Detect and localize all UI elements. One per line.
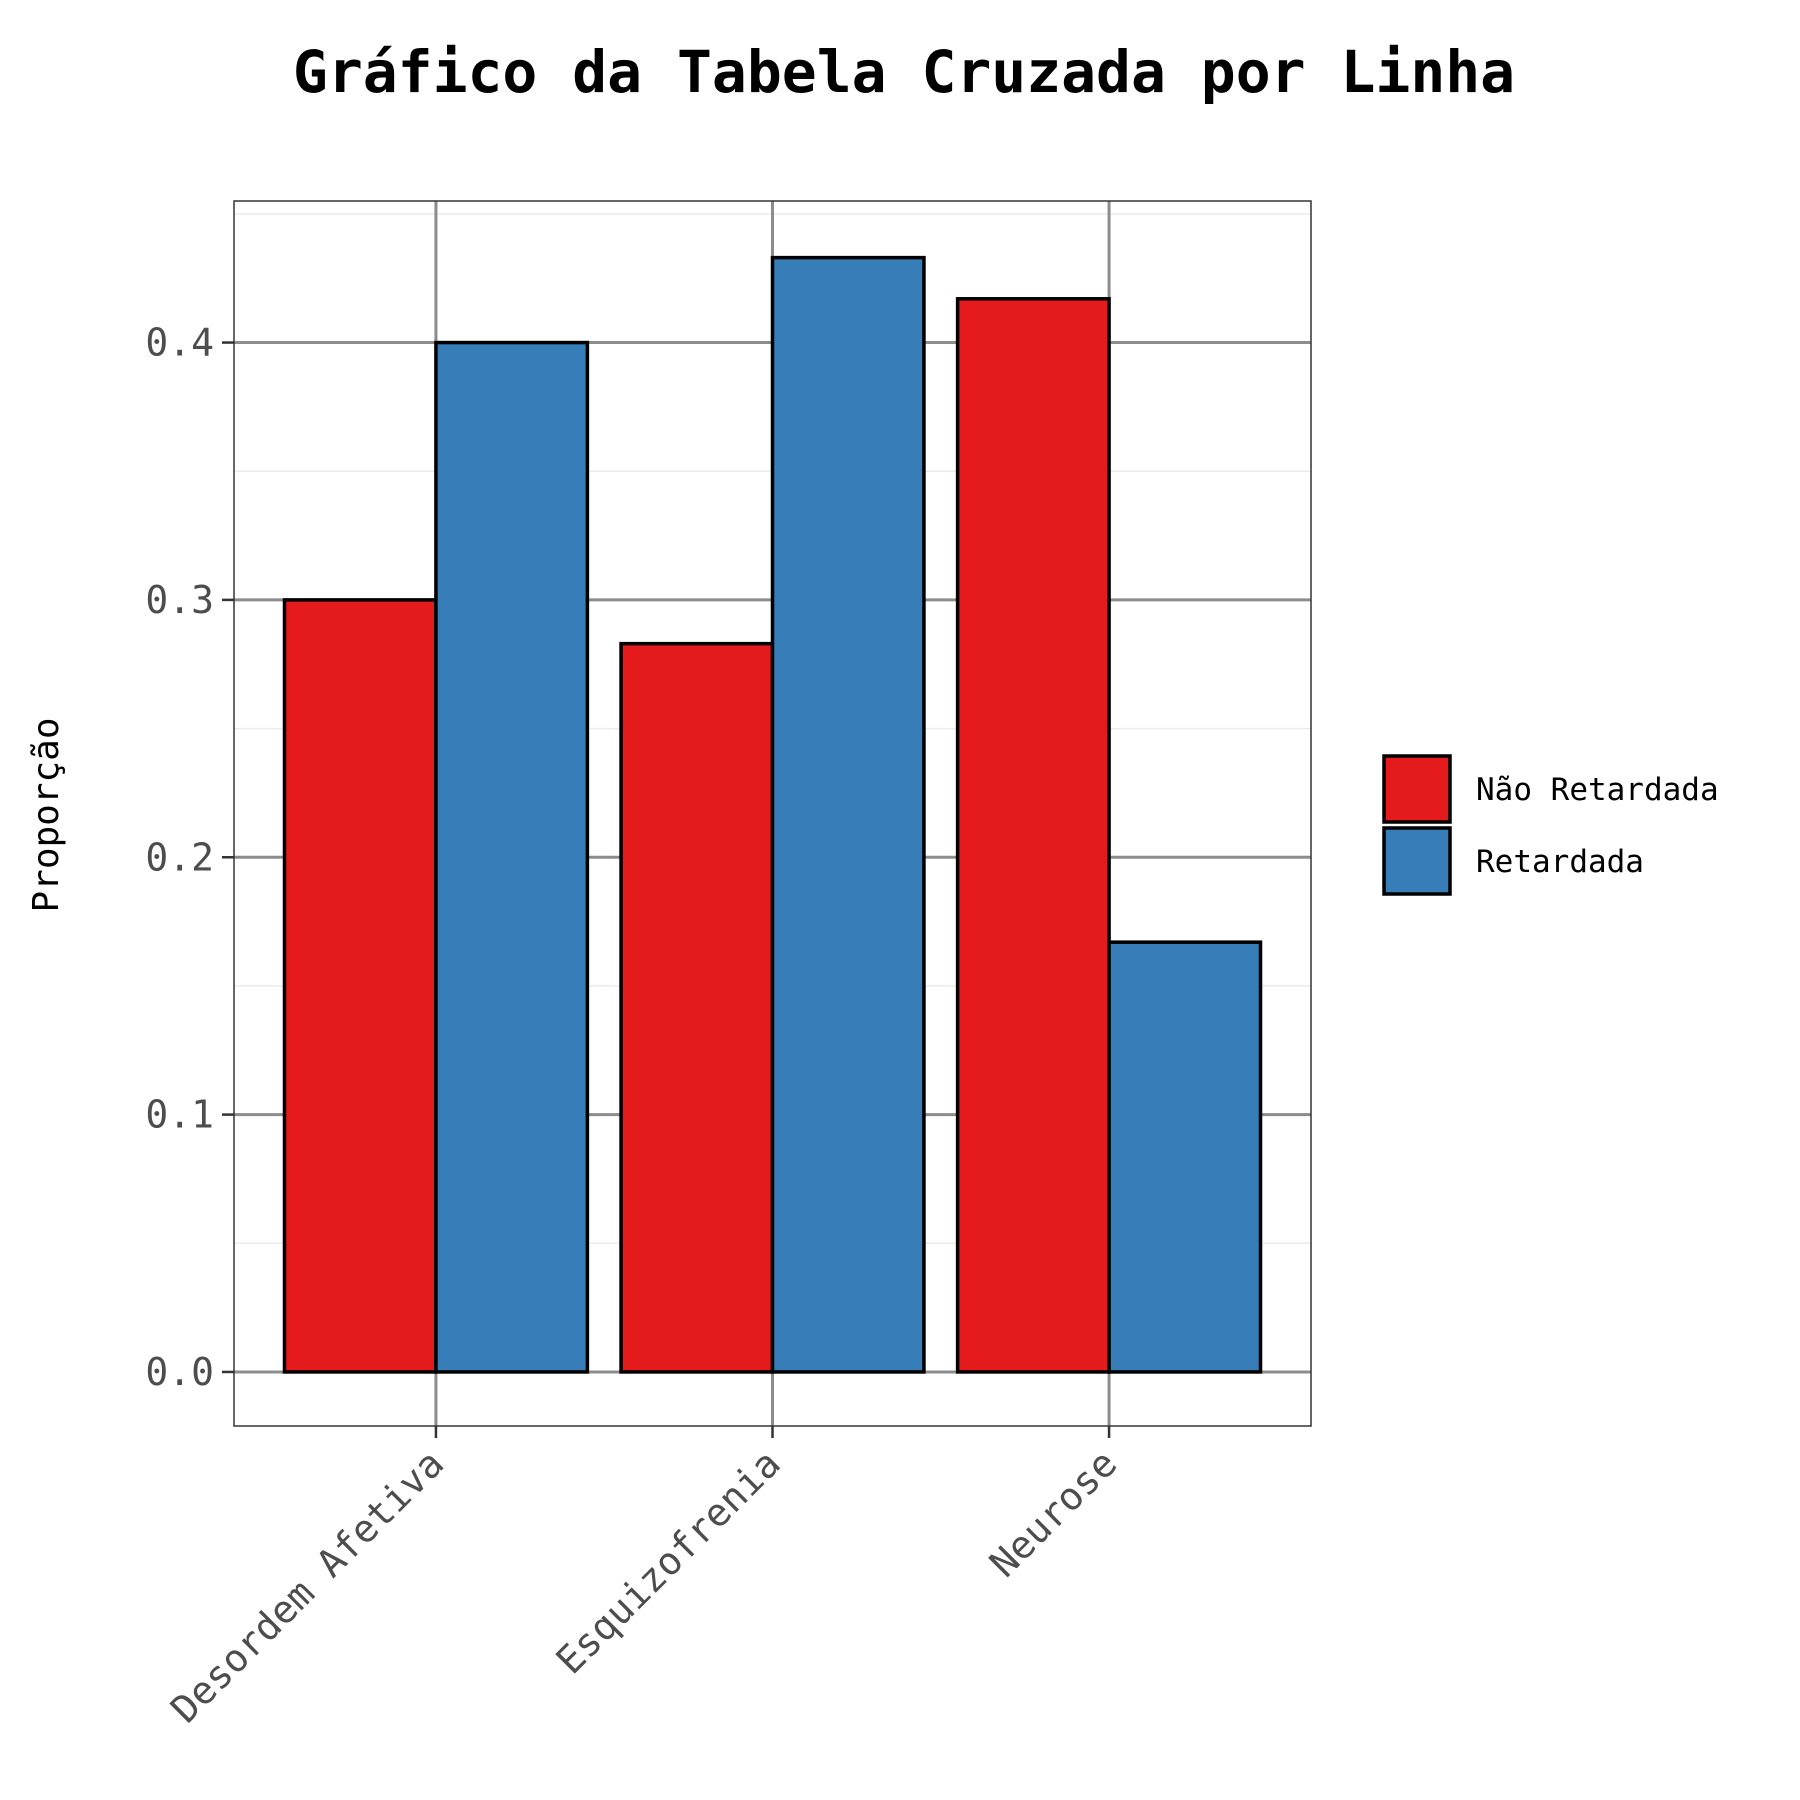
legend-label: Retardada (1476, 844, 1644, 880)
bar (1107, 940, 1263, 1374)
bar (282, 598, 438, 1374)
bar (770, 255, 926, 1374)
y-tick-label: 0.1 (145, 1093, 214, 1137)
legend-key (1382, 754, 1452, 824)
y-tick-label: 0.2 (145, 835, 214, 879)
y-tick-label: 0.3 (145, 578, 214, 622)
x-axis: Desordem Afetiva Esquizofrenia Neurose (162, 1426, 1125, 1731)
y-tick-label: 0.0 (145, 1350, 214, 1394)
y-tick-label: 0.4 (145, 321, 214, 365)
bars (282, 255, 1263, 1374)
x-tick-label: Esquizofrenia (547, 1441, 788, 1682)
bar (619, 641, 775, 1374)
y-axis: 0.0 0.1 0.2 0.3 0.4 (145, 321, 234, 1394)
bar (955, 297, 1111, 1374)
bar (434, 340, 590, 1374)
y-axis-title: Proporção (26, 717, 67, 912)
x-tick-label: Neurose (981, 1441, 1125, 1585)
legend: Não Retardada Retardada (1382, 754, 1719, 896)
legend-key (1382, 826, 1452, 896)
legend-label: Não Retardada (1476, 772, 1719, 808)
x-tick-label: Desordem Afetiva (162, 1441, 452, 1731)
chart-title: Gráfico da Tabela Cruzada por Linha (293, 38, 1515, 106)
